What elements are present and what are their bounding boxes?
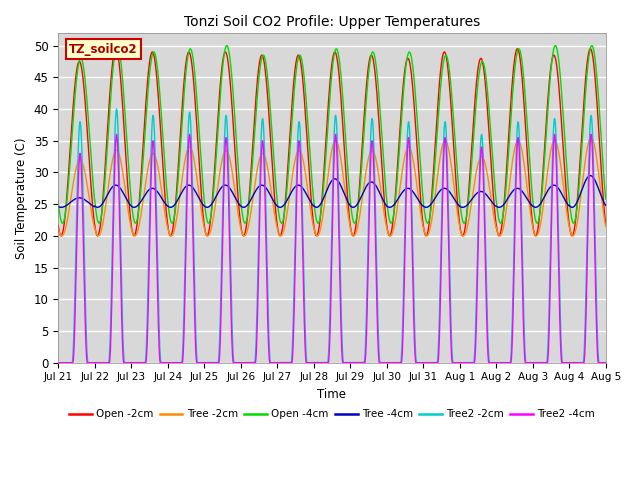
- X-axis label: Time: Time: [317, 388, 346, 401]
- Legend: Open -2cm, Tree -2cm, Open -4cm, Tree -4cm, Tree2 -2cm, Tree2 -4cm: Open -2cm, Tree -2cm, Open -4cm, Tree -4…: [65, 405, 599, 423]
- Text: TZ_soilco2: TZ_soilco2: [69, 43, 138, 56]
- Y-axis label: Soil Temperature (C): Soil Temperature (C): [15, 137, 28, 259]
- Title: Tonzi Soil CO2 Profile: Upper Temperatures: Tonzi Soil CO2 Profile: Upper Temperatur…: [184, 15, 480, 29]
